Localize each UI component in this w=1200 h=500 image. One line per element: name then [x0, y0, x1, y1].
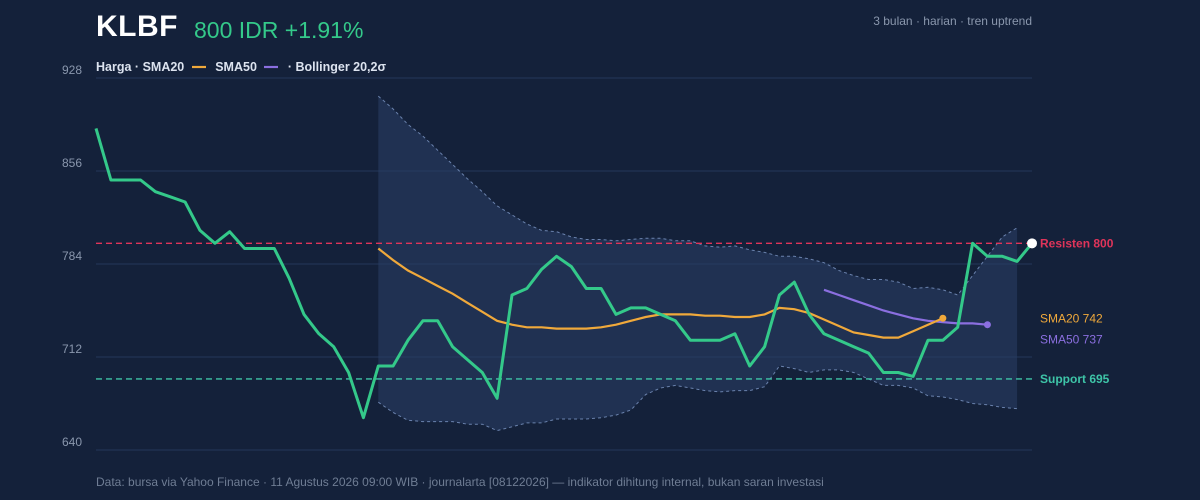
- sma50-line: [823, 288, 988, 326]
- bollinger-upper-line: [377, 95, 1018, 296]
- price-change: 800 IDR +1.91%: [194, 17, 364, 43]
- sma20-end-label: SMA20 742: [1040, 311, 1103, 325]
- legend-sma20: SMA20: [142, 60, 185, 74]
- legend-bollinger: Bollinger 20,2σ: [295, 60, 387, 74]
- series-layer: [94, 127, 1037, 420]
- y-tick-label: 712: [62, 342, 82, 356]
- support-label: Support 695: [1040, 372, 1110, 386]
- footer-source: Data: bursa via Yahoo Finance · 11 Agust…: [96, 475, 824, 489]
- legend-price: Harga: [96, 60, 132, 74]
- y-tick-label: 784: [62, 249, 82, 263]
- sma50-end-label: SMA50 737: [1040, 333, 1103, 347]
- sma50-end-marker: [983, 321, 991, 329]
- sma20-end-marker: [939, 314, 947, 322]
- legend-separator: ·: [134, 60, 143, 74]
- label-layer: Resisten 800 Support 695 SMA20 742 SMA50 73…: [1040, 236, 1114, 386]
- price-end-marker: [1027, 238, 1037, 249]
- y-tick-label: 640: [62, 435, 82, 449]
- bollinger-band-fill: [378, 96, 1018, 431]
- price-line: [94, 127, 1034, 420]
- reference-line-layer: [96, 242, 1032, 380]
- legend-sma50-swatch: [264, 65, 279, 68]
- bollinger-band-layer: [377, 95, 1018, 432]
- bollinger-lower-line: [378, 365, 1018, 432]
- resistance-label: Resisten 800: [1040, 236, 1114, 250]
- legend-sma50: SMA50: [215, 60, 257, 74]
- y-tick-label: 856: [62, 156, 82, 170]
- chart-legend: Harga · SMA20 SMA50 · Bollinger 20,2σ: [96, 60, 386, 74]
- chart-meta: 3 bulan · harian · tren uptrend: [873, 14, 1032, 28]
- y-tick-label: 928: [62, 63, 82, 77]
- ticker-symbol: KLBF: [96, 10, 178, 43]
- legend-sma20-swatch: [191, 65, 206, 68]
- legend-dot-separator: ·: [287, 60, 296, 74]
